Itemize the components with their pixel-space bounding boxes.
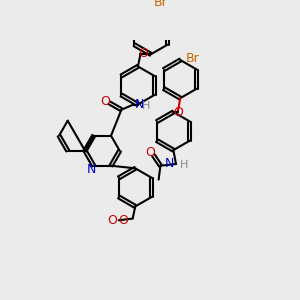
Text: O: O	[145, 146, 155, 159]
Text: Br: Br	[186, 52, 199, 65]
Text: O: O	[138, 47, 148, 60]
Text: O: O	[100, 94, 110, 108]
Text: N: N	[134, 98, 144, 111]
Text: N: N	[165, 158, 174, 170]
Text: Br: Br	[154, 0, 167, 9]
Text: O: O	[107, 214, 117, 227]
Text: N: N	[86, 163, 96, 176]
Text: O: O	[118, 214, 128, 227]
Text: O: O	[173, 106, 183, 118]
Text: H: H	[142, 101, 151, 111]
Text: H: H	[180, 160, 189, 170]
